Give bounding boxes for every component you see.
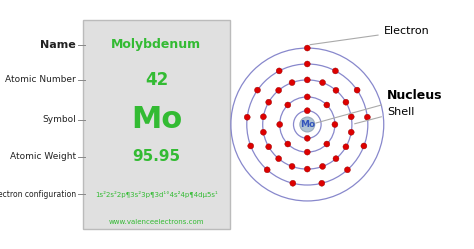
Circle shape [304,94,310,100]
Circle shape [248,143,254,149]
Circle shape [276,156,282,162]
Circle shape [304,77,310,83]
Circle shape [244,114,250,120]
Circle shape [319,163,326,169]
Circle shape [264,167,270,173]
Circle shape [266,144,272,150]
Circle shape [285,102,291,108]
Text: Atomic Weight: Atomic Weight [9,152,76,161]
Circle shape [345,167,350,173]
Circle shape [289,163,295,169]
Text: Name: Name [40,40,76,50]
Circle shape [304,61,310,67]
Circle shape [276,68,282,74]
Circle shape [304,45,310,51]
Circle shape [276,87,282,93]
Text: 42: 42 [145,71,168,89]
Circle shape [289,80,295,86]
Circle shape [343,99,349,105]
Circle shape [304,108,310,114]
Circle shape [260,114,266,120]
Circle shape [332,68,338,74]
Text: Nucleus: Nucleus [316,89,442,123]
FancyBboxPatch shape [83,20,230,229]
Circle shape [324,141,330,147]
Circle shape [354,87,360,93]
Circle shape [290,180,296,186]
Text: Atomic Number: Atomic Number [5,75,76,84]
Circle shape [324,102,330,108]
Circle shape [255,87,261,93]
Circle shape [343,144,349,150]
Text: 1s²2s²2p¶3s²3p¶3d¹°4s²4p¶4dµ5s¹: 1s²2s²2p¶3s²3p¶3d¹°4s²4p¶4dµ5s¹ [95,191,218,198]
Text: Electron: Electron [310,26,429,45]
Circle shape [266,99,272,105]
Text: Electron configuration: Electron configuration [0,190,76,199]
Circle shape [333,87,339,93]
Circle shape [365,114,370,120]
Text: Symbol: Symbol [42,115,76,124]
Text: Mo: Mo [131,105,182,134]
Text: Mo: Mo [300,120,315,129]
Circle shape [319,180,325,186]
Circle shape [285,141,291,147]
Circle shape [361,143,367,149]
Circle shape [348,114,354,120]
Text: www.valenceelectrons.com: www.valenceelectrons.com [109,219,204,225]
Circle shape [332,122,338,127]
Circle shape [304,149,310,155]
Circle shape [304,135,310,141]
Text: Molybdenum: Molybdenum [111,38,201,51]
Text: 95.95: 95.95 [132,149,181,164]
Circle shape [300,117,315,132]
Circle shape [333,156,339,162]
Circle shape [277,122,283,127]
Text: Shell: Shell [355,107,414,124]
Circle shape [260,129,266,135]
Circle shape [348,129,354,135]
Circle shape [319,80,326,86]
Circle shape [304,166,310,172]
